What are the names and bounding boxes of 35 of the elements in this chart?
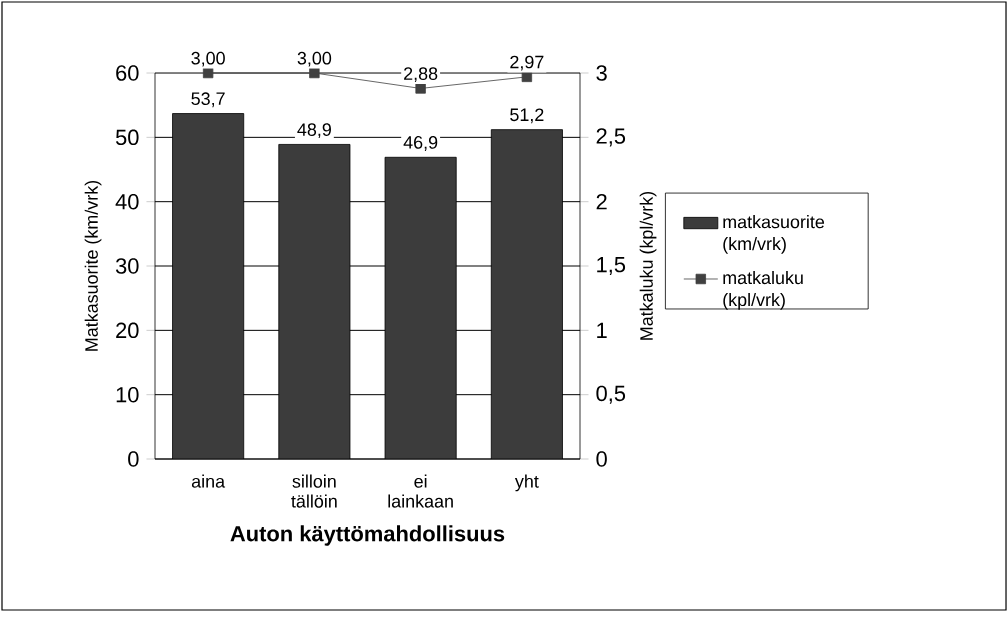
x-axis-title: Auton käyttömahdollisuus bbox=[230, 525, 505, 546]
y2-axis-title: Matkaluku (kpl/vrk) bbox=[639, 191, 657, 340]
x-tick-label: silloin tällöin bbox=[291, 474, 337, 508]
y2-tick-label: 3 bbox=[596, 65, 607, 81]
data-label: 3,00 bbox=[191, 51, 225, 67]
data-label: 46,9 bbox=[403, 136, 438, 151]
legend-label: matkaluku (kpl/vrk) bbox=[723, 271, 803, 310]
point bbox=[309, 67, 320, 79]
point bbox=[202, 67, 214, 79]
data-label: 48,9 bbox=[297, 123, 331, 139]
x-tick-label: aina bbox=[191, 474, 226, 488]
y-tick-label: 60 bbox=[116, 65, 139, 81]
y-tick-label: 0 bbox=[128, 451, 139, 467]
y-tick-label: 30 bbox=[115, 258, 139, 274]
data-label: 2,97 bbox=[510, 55, 544, 71]
y-tick-label: 50 bbox=[115, 129, 139, 146]
y2-tick-label: 2 bbox=[596, 194, 607, 210]
x-tick-label: yht bbox=[514, 474, 539, 492]
x-tick-label: ei lainkaan bbox=[388, 474, 453, 508]
legend-label: matkasuorite (km/vrk) bbox=[723, 215, 825, 254]
point bbox=[521, 71, 533, 83]
y2-tick-label: 1,5 bbox=[597, 257, 626, 275]
y-axis-title: Matkasuorite (km/vrk) bbox=[84, 180, 102, 351]
y-tick-label: 20 bbox=[116, 322, 139, 339]
data-label: 53,7 bbox=[191, 92, 225, 108]
y2-tick-label: 0,5 bbox=[596, 385, 626, 404]
data-label: 2,88 bbox=[404, 67, 438, 83]
point bbox=[415, 83, 426, 94]
data-label: 51,2 bbox=[510, 108, 544, 124]
y-tick-label: 40 bbox=[115, 193, 139, 210]
data-label: 3,00 bbox=[297, 51, 332, 67]
y2-tick-label: 1 bbox=[597, 322, 607, 338]
y2-tick-label: 2,5 bbox=[596, 128, 626, 147]
y-tick-label: 10 bbox=[116, 386, 139, 403]
y2-tick-label: 0 bbox=[596, 451, 607, 467]
